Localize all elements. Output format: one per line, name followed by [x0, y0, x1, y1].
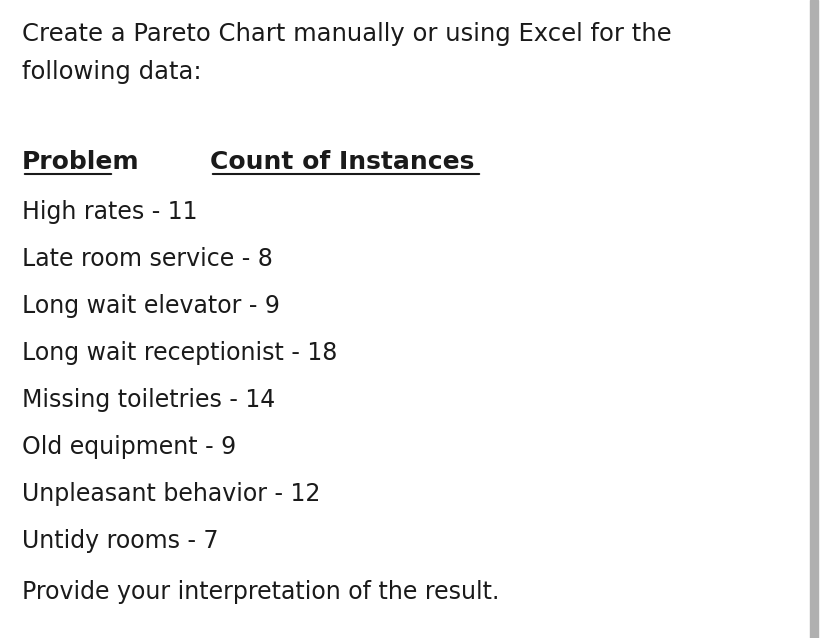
Text: Late room service - 8: Late room service - 8 [22, 247, 273, 271]
Text: Old equipment - 9: Old equipment - 9 [22, 435, 236, 459]
Text: High rates - 11: High rates - 11 [22, 200, 198, 224]
Text: Unpleasant behavior - 12: Unpleasant behavior - 12 [22, 482, 320, 506]
Text: Untidy rooms - 7: Untidy rooms - 7 [22, 529, 218, 553]
Text: Long wait receptionist - 18: Long wait receptionist - 18 [22, 341, 337, 365]
Text: Problem: Problem [22, 150, 140, 174]
Text: Create a Pareto Chart manually or using Excel for the: Create a Pareto Chart manually or using … [22, 22, 671, 46]
Text: Provide your interpretation of the result.: Provide your interpretation of the resul… [22, 580, 499, 604]
Text: following data:: following data: [22, 60, 202, 84]
Bar [809, 0, 817, 638]
Text: Long wait elevator - 9: Long wait elevator - 9 [22, 294, 280, 318]
Text: Missing toiletries - 14: Missing toiletries - 14 [22, 388, 275, 412]
Text: Count of Instances: Count of Instances [210, 150, 474, 174]
